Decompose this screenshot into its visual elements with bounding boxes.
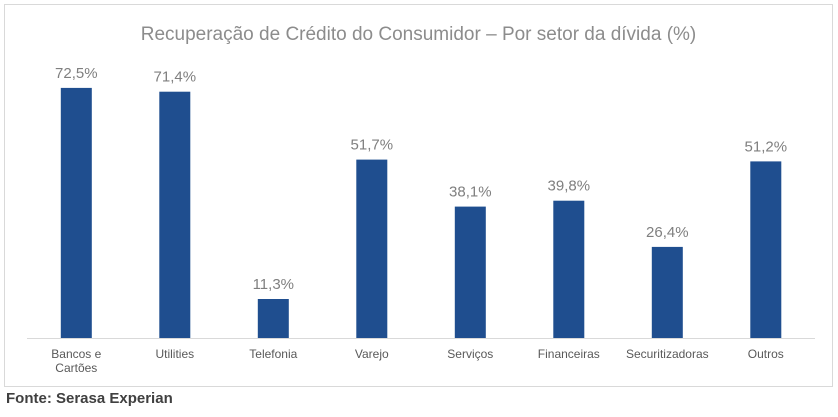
category-label: Securitizadoras bbox=[626, 347, 709, 361]
chart-title: Recuperação de Crédito do Consumidor – P… bbox=[140, 24, 697, 45]
source-note: Fonte: Serasa Experian bbox=[6, 390, 173, 407]
category-label: Bancos e Cartões bbox=[51, 347, 101, 375]
data-label: 71,4% bbox=[154, 69, 197, 86]
category-label: Varejo bbox=[355, 347, 389, 361]
data-label: 11,3% bbox=[253, 276, 294, 293]
chart-frame: Recuperação de Crédito do Consumidor – P… bbox=[4, 4, 833, 387]
bar bbox=[257, 299, 289, 338]
data-label: 51,7% bbox=[351, 137, 394, 154]
data-label: 26,4% bbox=[646, 224, 689, 241]
data-label: 51,2% bbox=[745, 138, 788, 155]
category-label: Utilities bbox=[155, 347, 194, 361]
bar bbox=[159, 91, 191, 338]
bar bbox=[553, 200, 585, 338]
bar bbox=[750, 161, 782, 338]
category-label: Telefonia bbox=[249, 347, 297, 361]
category-label: Outros bbox=[748, 347, 784, 361]
bar bbox=[60, 87, 92, 339]
category-label: Financeiras bbox=[538, 347, 600, 361]
bar bbox=[651, 246, 683, 338]
bar bbox=[454, 206, 486, 338]
data-label: 72,5% bbox=[55, 65, 98, 82]
category-label: Serviços bbox=[447, 347, 493, 361]
data-label: 39,8% bbox=[548, 178, 591, 195]
data-label: 38,1% bbox=[449, 184, 492, 201]
bar bbox=[356, 159, 388, 338]
bar-chart: 72,5% Bancos e Cartões 71,4% Utilities 11,3% T… bbox=[27, 65, 815, 375]
